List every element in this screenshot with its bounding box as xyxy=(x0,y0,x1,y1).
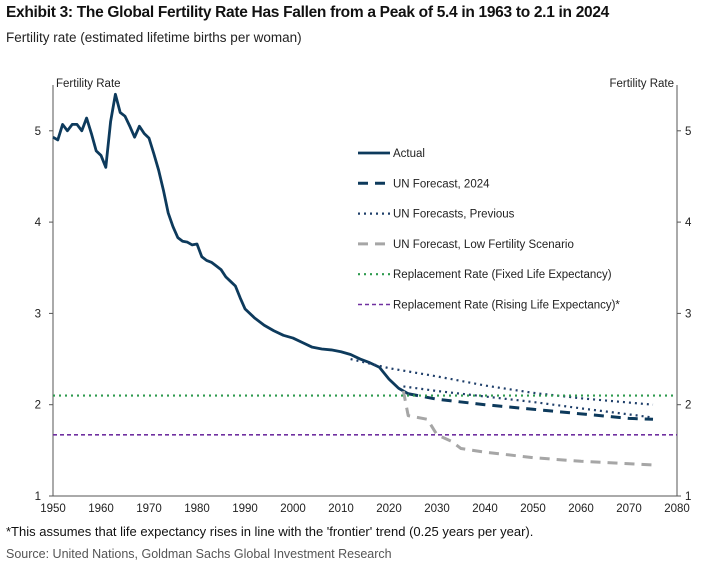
series-line-2 xyxy=(350,357,654,406)
x-tick-label: 1990 xyxy=(232,503,258,515)
x-tick-label: 2060 xyxy=(568,503,594,515)
x-tick-label: 2050 xyxy=(520,503,546,515)
x-tick-label: 1960 xyxy=(88,503,114,515)
fertility-chart: Fertility Rate Fertility Rate 1 1 2 2 3 3 4 4 5 5 19… xyxy=(35,78,692,515)
x-tick-label: 2010 xyxy=(328,503,354,515)
y-tick-label-right: 4 xyxy=(685,217,692,229)
x-tick-label: 2020 xyxy=(376,503,402,515)
x-tick-label: 2040 xyxy=(472,503,498,515)
x-tick-label: 1980 xyxy=(184,503,210,515)
source-note: Source: United Nations, Goldman Sachs Gl… xyxy=(6,547,392,561)
legend-label: UN Forecast, Low Fertility Scenario xyxy=(393,239,574,251)
x-tick-label: 1970 xyxy=(136,503,162,515)
series-line-4 xyxy=(401,390,654,467)
y-tick-label-right: 2 xyxy=(685,400,691,412)
legend-label: UN Forecast, 2024 xyxy=(393,178,490,190)
legend-label: Replacement Rate (Fixed Life Expectancy) xyxy=(393,269,612,281)
x-tick-label: 2080 xyxy=(664,503,690,515)
legend-label: Actual xyxy=(393,148,425,160)
y-tick-label: 5 xyxy=(35,126,41,138)
legend-label: UN Forecasts, Previous xyxy=(393,209,515,221)
series-line-0 xyxy=(52,92,409,395)
y-tick-label: 2 xyxy=(35,400,41,412)
x-tick-label: 1950 xyxy=(40,503,66,515)
series-line-1 xyxy=(407,392,654,421)
y-tick-label: 4 xyxy=(35,217,42,229)
y-tick-label-right: 5 xyxy=(685,126,691,138)
footnote: *This assumes that life expectancy rises… xyxy=(6,524,534,539)
y-tick-label-right: 3 xyxy=(685,308,691,320)
y-tick-label-right: 1 xyxy=(685,491,691,503)
chart-title: Exhibit 3: The Global Fertility Rate Has… xyxy=(6,4,609,21)
y-axis-label-left: Fertility Rate xyxy=(56,78,121,90)
x-tick-label: 2070 xyxy=(616,503,642,515)
y-tick-label: 3 xyxy=(35,308,41,320)
chart-subtitle: Fertility rate (estimated lifetime birth… xyxy=(6,30,302,45)
legend-label: Replacement Rate (Rising Life Expectancy… xyxy=(393,300,620,312)
x-tick-label: 2000 xyxy=(280,503,306,515)
x-tick-label: 2030 xyxy=(424,503,450,515)
y-axis-label-right: Fertility Rate xyxy=(609,78,674,90)
y-tick-label: 1 xyxy=(35,491,41,503)
